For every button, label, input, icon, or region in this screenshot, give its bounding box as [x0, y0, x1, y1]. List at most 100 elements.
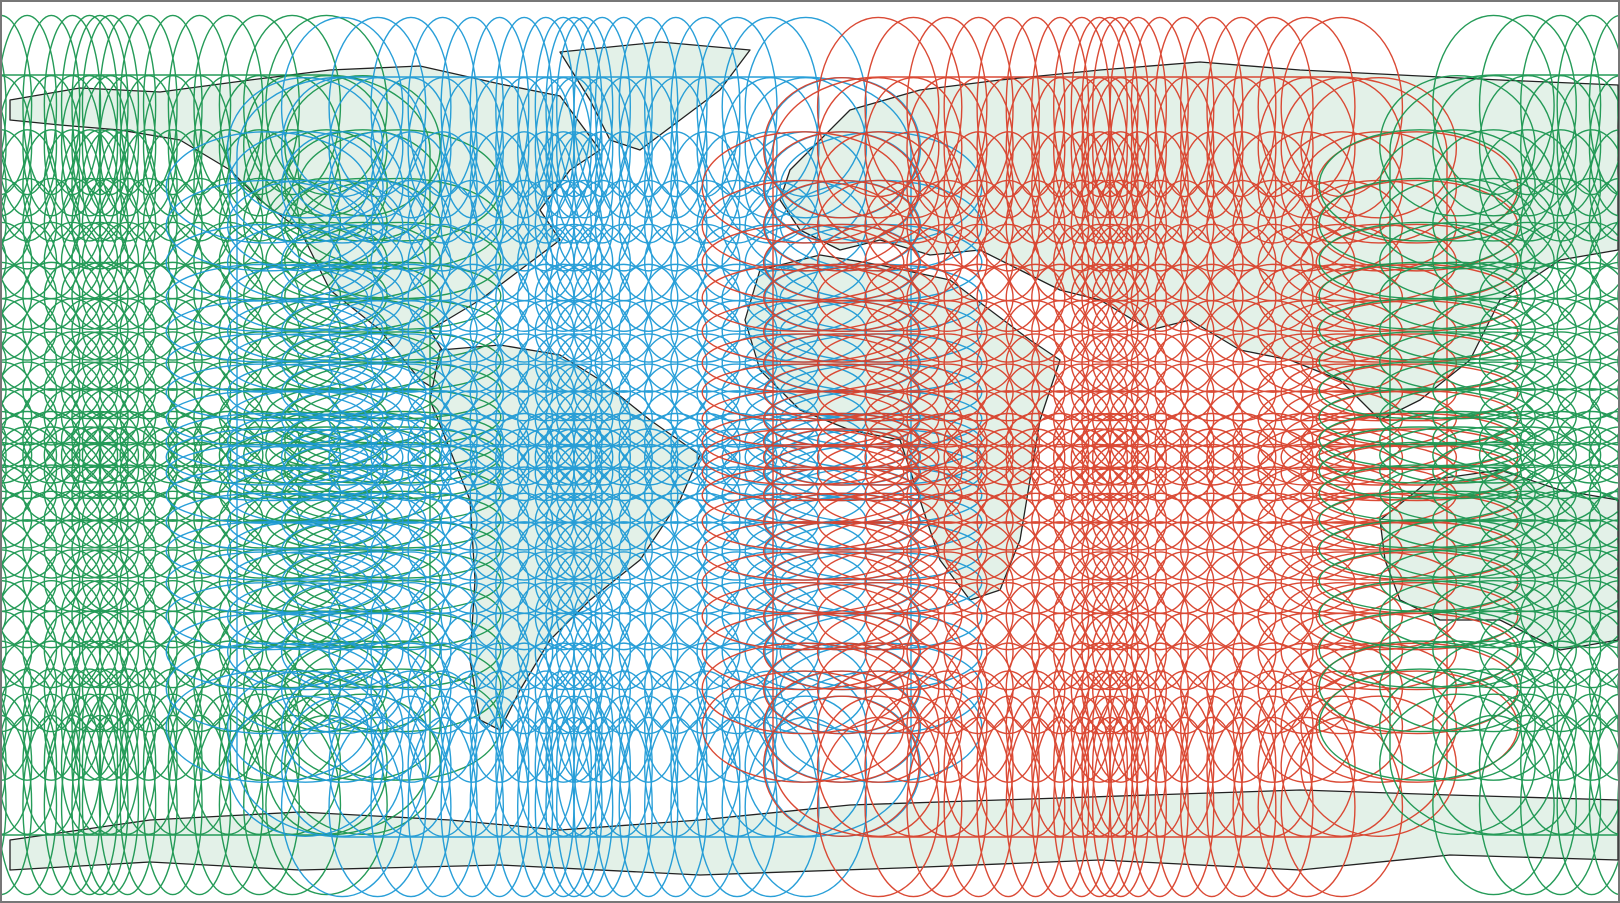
spot-beam: [2, 261, 58, 330]
spot-beam: [1130, 642, 1189, 735]
spot-beam: [280, 263, 404, 332]
spot-beam: [1588, 298, 1618, 361]
spot-beam: [816, 428, 940, 486]
spot-beam: [643, 612, 708, 691]
spot-beam: [696, 695, 778, 837]
spot-beam: [1379, 441, 1536, 500]
spot-beam: [1617, 606, 1618, 622]
spot-beam: [643, 179, 708, 272]
spot-beam: [1109, 131, 1168, 244]
spot-beam: [701, 492, 905, 551]
spot-beam: [534, 428, 593, 486]
coverage-outline: [1389, 74, 1618, 836]
spot-beam: [226, 263, 384, 332]
spot-beam: [165, 333, 369, 393]
spot-beam: [1556, 490, 1618, 549]
spot-beam: [976, 443, 1041, 502]
spot-beam: [555, 300, 614, 363]
spot-beam: [1617, 410, 1618, 424]
spot-beam: [1179, 612, 1244, 691]
spot-beam: [1070, 300, 1129, 363]
spot-beam: [370, 300, 452, 363]
spot-beam: [976, 412, 1041, 471]
spot-beam: [1280, 716, 1404, 898]
spot-beam: [906, 716, 988, 898]
spot-beam: [142, 177, 203, 270]
spot-beam: [1130, 390, 1189, 448]
spot-beam: [943, 263, 1014, 332]
spot-beam: [1432, 519, 1555, 579]
spot-beam: [1091, 428, 1150, 486]
spot-beam: [976, 521, 1041, 581]
spot-beam: [545, 428, 603, 486]
spot-beam: [1556, 519, 1618, 579]
spot-beam: [440, 582, 505, 651]
spot-beam: [165, 363, 369, 422]
spot-beam: [1232, 642, 1314, 735]
spot-beam: [81, 519, 140, 579]
spot-beam: [1130, 263, 1189, 332]
spot-beam: [1280, 412, 1404, 471]
spot-beam: [696, 612, 778, 691]
spot-beam: [1179, 443, 1244, 502]
spot-beam: [618, 466, 679, 524]
spot-beam: [1520, 580, 1602, 649]
spot-beam: [98, 75, 157, 217]
spot-beam: [81, 714, 140, 896]
spot-beam: [81, 668, 140, 781]
beam-region: [1318, 14, 1618, 896]
spot-beam: [1232, 390, 1314, 448]
spot-beam: [1280, 443, 1404, 502]
spot-beam: [2, 278, 7, 313]
spot-beam: [328, 443, 427, 502]
spot-beam: [1070, 428, 1129, 486]
spot-beam: [816, 363, 940, 422]
spot-beam: [1617, 640, 1618, 659]
spot-beam: [1109, 582, 1168, 651]
spot-beam: [1432, 693, 1555, 835]
spot-beam: [1206, 521, 1277, 581]
spot-beam: [142, 441, 203, 500]
spot-beam: [555, 131, 614, 244]
spot-beam: [1520, 298, 1602, 361]
spot-beam: [762, 612, 920, 691]
spot-beam: [1031, 131, 1090, 244]
spot-beam: [440, 16, 505, 198]
spot-beam: [721, 263, 820, 332]
spot-beam: [280, 77, 404, 219]
spot-beam: [2, 221, 33, 300]
spot-beam: [1031, 300, 1090, 363]
spot-beam: [142, 331, 203, 391]
spot-beam: [1257, 263, 1356, 332]
spot-beam: [226, 443, 384, 502]
spot-beam: [1617, 172, 1618, 198]
spot-beam: [594, 428, 653, 486]
spot-beam: [98, 426, 157, 484]
spot-beam: [495, 443, 554, 502]
spot-beam: [1588, 464, 1618, 522]
spot-beam: [670, 263, 741, 332]
spot-beam: [1206, 695, 1277, 837]
spot-beam: [1556, 261, 1618, 330]
spot-beam: [1617, 573, 1618, 588]
spot-beam: [594, 521, 653, 581]
spot-beam: [534, 77, 593, 219]
spot-beam: [670, 131, 741, 244]
beam-region: [2, 14, 502, 896]
spot-beam: [81, 129, 140, 242]
spot-beam: [594, 443, 653, 502]
spot-beam: [1130, 716, 1189, 898]
spot-beam: [1379, 580, 1536, 649]
spot-beam: [1520, 75, 1602, 217]
spot-beam: [218, 693, 300, 835]
spot-beam: [243, 714, 342, 896]
spot-beam: [2, 331, 58, 391]
spot-beam: [440, 612, 505, 691]
spot-beam: [1154, 521, 1215, 581]
spot-beam: [1031, 670, 1090, 783]
spot-beam: [976, 333, 1041, 393]
spot-beam: [370, 521, 452, 581]
spot-beam: [226, 670, 384, 783]
spot-beam: [280, 333, 404, 393]
spot-beam: [1617, 354, 1618, 368]
